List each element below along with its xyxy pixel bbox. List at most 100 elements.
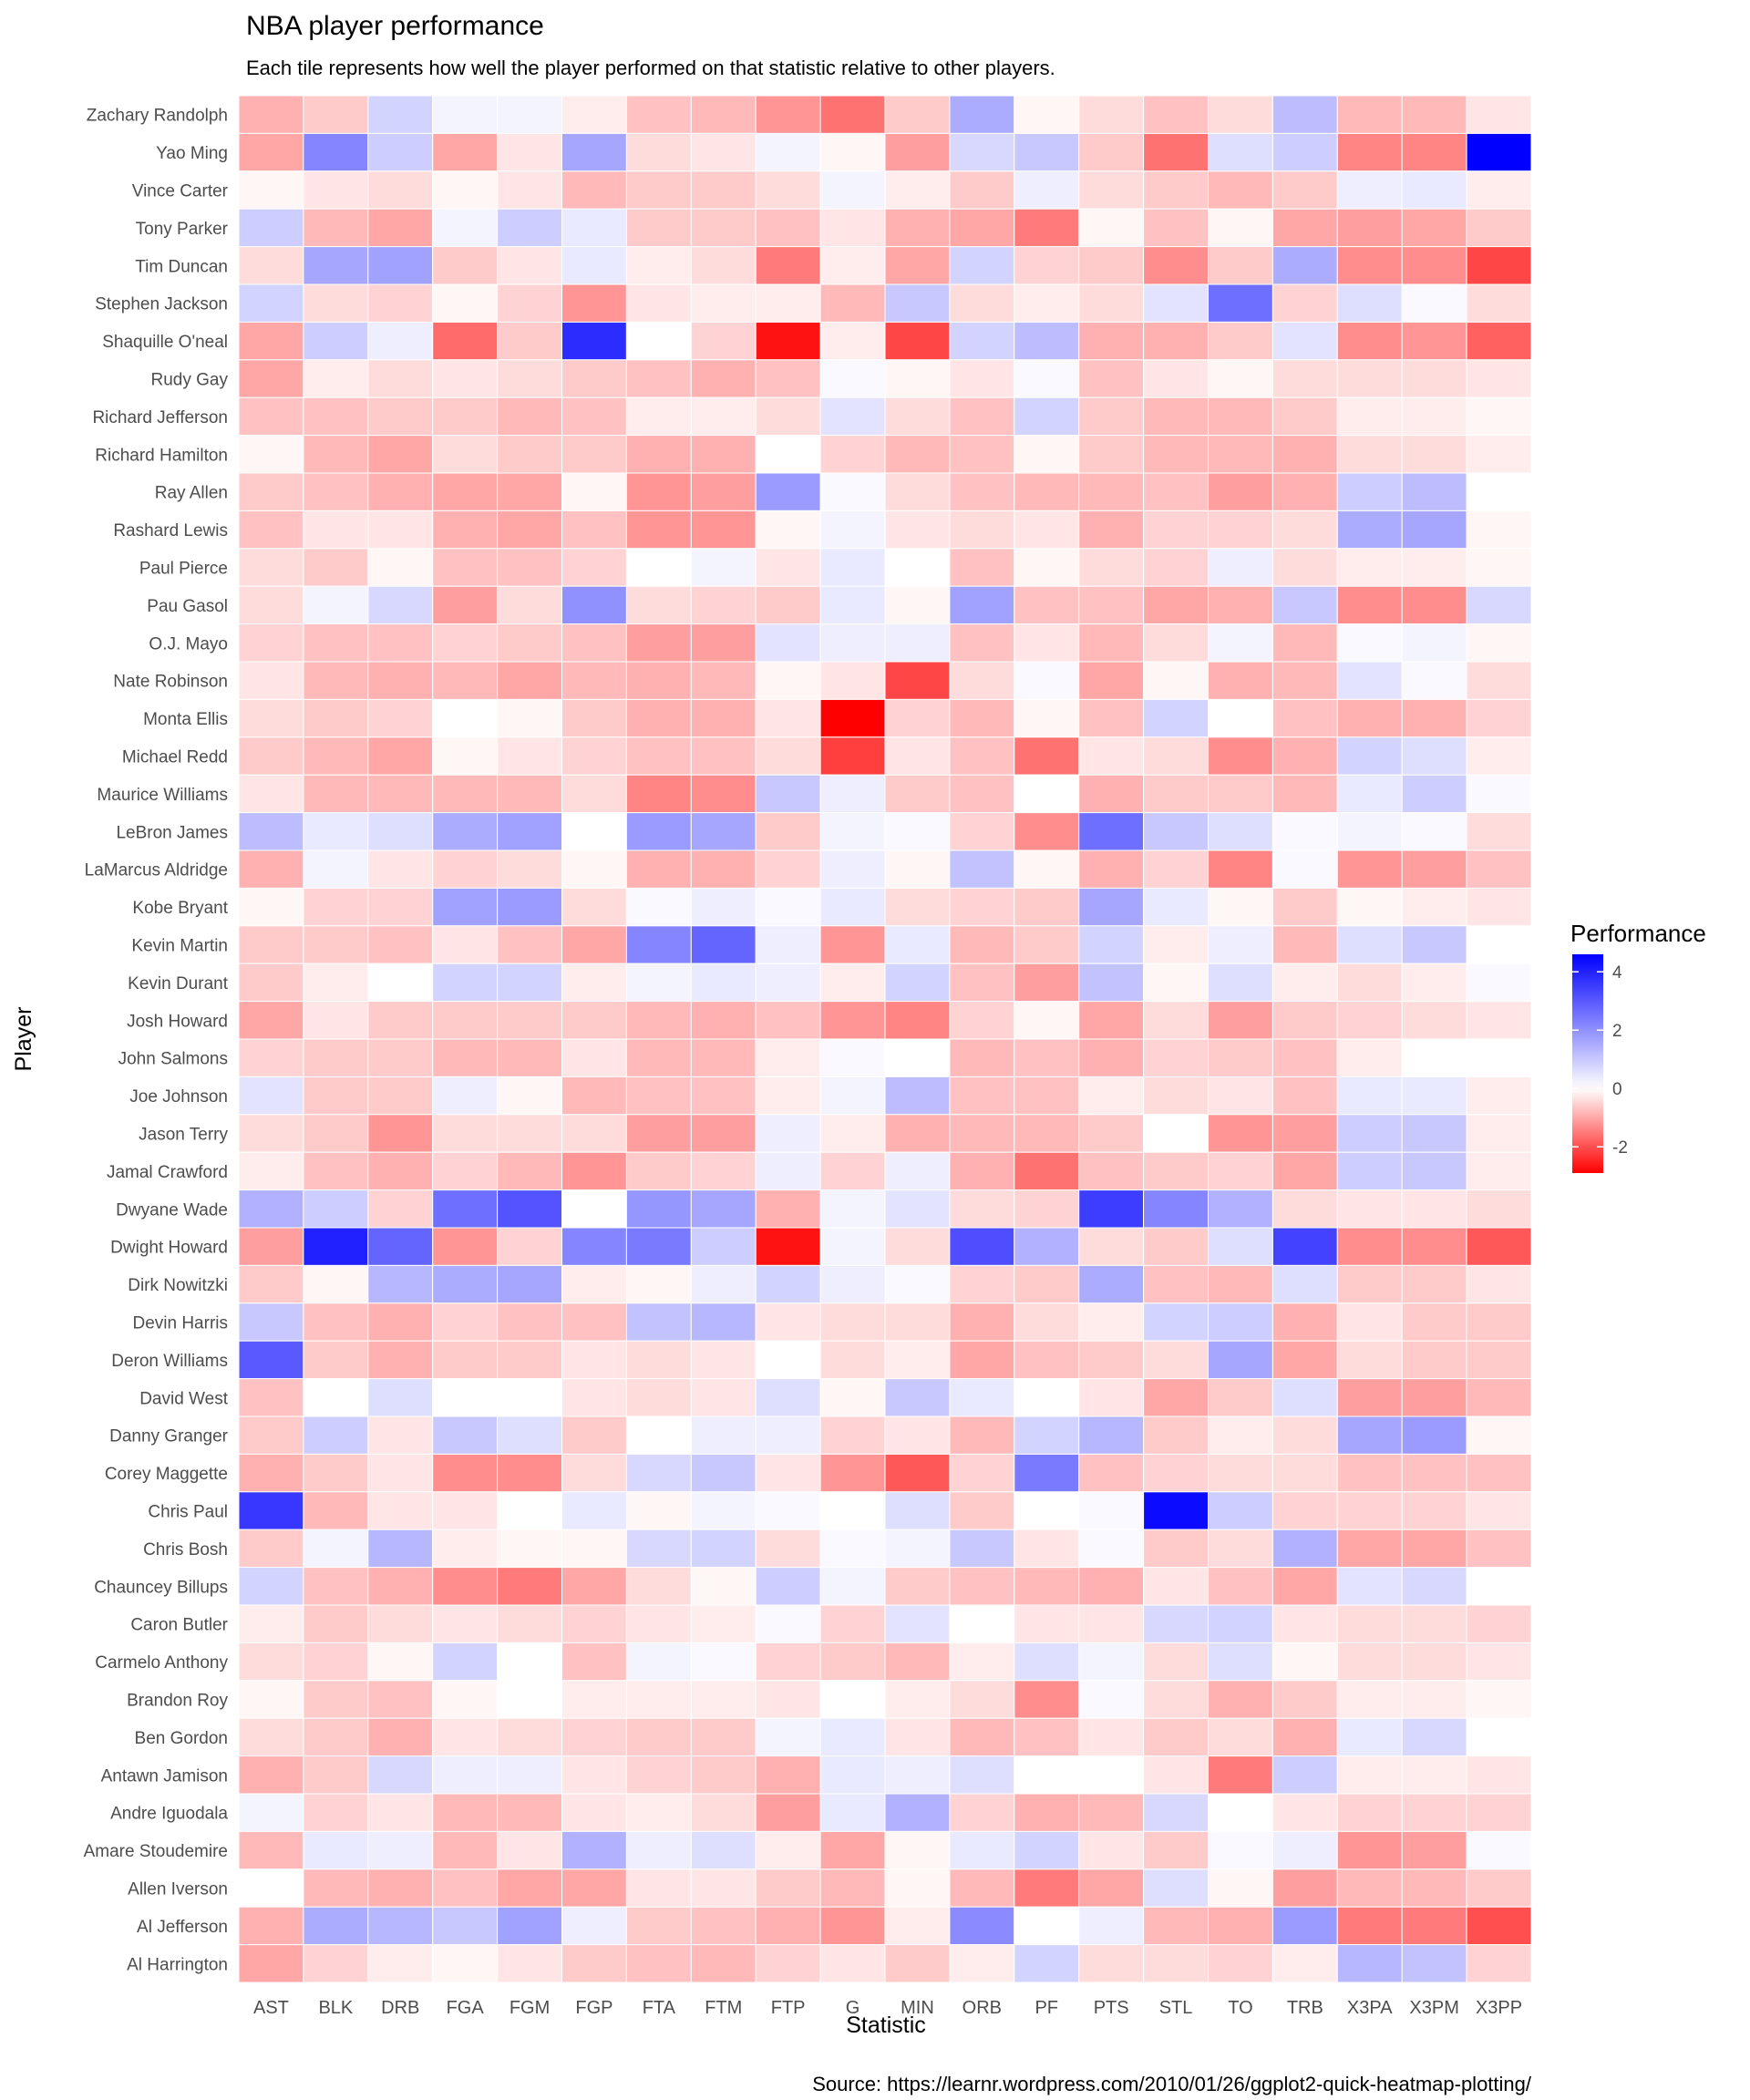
- heatmap-tile: [1401, 661, 1467, 700]
- heatmap-tile: [561, 585, 627, 625]
- heatmap-tile: [367, 1151, 434, 1191]
- heatmap-tile: [1208, 1755, 1273, 1795]
- heatmap-tile: [755, 283, 821, 323]
- heatmap-tile: [238, 1378, 304, 1417]
- heatmap-tile: [949, 170, 1015, 210]
- heatmap-tile: [1466, 1151, 1532, 1191]
- y-tick-label: Paul Pierce: [139, 560, 228, 579]
- heatmap-tile: [1014, 132, 1080, 172]
- heatmap-tile: [1466, 1642, 1532, 1682]
- heatmap-tile: [1271, 1944, 1338, 1983]
- heatmap-tile: [497, 1868, 562, 1908]
- heatmap-tile: [497, 1378, 562, 1417]
- heatmap-tile: [625, 1793, 692, 1832]
- heatmap-tile: [497, 95, 562, 134]
- heatmap-tile: [1401, 208, 1467, 248]
- heatmap-tile: [1014, 1868, 1080, 1908]
- heatmap-tile: [1271, 962, 1338, 1003]
- x-tick-label: FGP: [575, 1998, 612, 2018]
- heatmap-tile: [755, 1151, 821, 1191]
- heatmap-tile: [303, 1378, 369, 1417]
- y-tick-label: Carmelo Anthony: [95, 1653, 228, 1673]
- heatmap-tile: [1014, 1642, 1080, 1682]
- heatmap-tile: [367, 170, 434, 210]
- heatmap-tile: [367, 849, 434, 889]
- heatmap-tile: [755, 1340, 821, 1380]
- heatmap-tile: [1208, 1793, 1273, 1832]
- heatmap-tile: [1336, 1717, 1403, 1757]
- heatmap-tile: [819, 812, 886, 851]
- heatmap-tile: [303, 548, 369, 587]
- heatmap-tile: [1078, 1567, 1145, 1606]
- heatmap-tile: [497, 1453, 562, 1493]
- heatmap-tile: [1078, 1453, 1145, 1493]
- heatmap-tile: [949, 132, 1015, 172]
- heatmap-tile: [1208, 849, 1273, 889]
- heatmap-tile: [432, 925, 499, 964]
- heatmap-tile: [1143, 1868, 1209, 1908]
- heatmap-tile: [1078, 1264, 1145, 1304]
- heatmap-tile: [949, 925, 1015, 964]
- heatmap-tile: [367, 1906, 434, 1946]
- heatmap-tile: [1014, 396, 1080, 437]
- heatmap-tile: [819, 925, 886, 964]
- heatmap-tile: [1078, 246, 1145, 285]
- heatmap-tile: [238, 321, 304, 361]
- y-tick-label: LaMarcus Aldridge: [85, 861, 228, 880]
- heatmap-tile: [1208, 396, 1273, 437]
- heatmap-tile: [884, 661, 951, 700]
- heatmap-tile: [303, 208, 369, 248]
- heatmap-tile: [819, 132, 886, 172]
- heatmap-tile: [625, 1151, 692, 1191]
- heatmap-tile: [561, 1755, 627, 1795]
- heatmap-tile: [367, 396, 434, 437]
- heatmap-tile: [1271, 1415, 1338, 1455]
- heatmap-tile: [949, 283, 1015, 323]
- heatmap-tile: [432, 1529, 499, 1569]
- heatmap-tile: [884, 1830, 951, 1870]
- heatmap-tile: [1014, 1302, 1080, 1342]
- heatmap-tile: [1401, 925, 1467, 964]
- x-tick-label: PF: [1035, 1998, 1058, 2018]
- heatmap-tile: [1143, 1680, 1209, 1719]
- heatmap-tile: [949, 1001, 1015, 1040]
- heatmap-tile: [1014, 1415, 1080, 1455]
- heatmap-tile: [1466, 1567, 1532, 1606]
- heatmap-tile: [1208, 623, 1273, 663]
- heatmap-tile: [690, 1378, 757, 1417]
- heatmap-tile: [1336, 1906, 1403, 1946]
- y-tick-label: Jamal Crawford: [107, 1163, 228, 1182]
- heatmap-tile: [819, 359, 886, 398]
- heatmap-tile: [755, 396, 821, 437]
- heatmap-tile: [1014, 698, 1080, 738]
- heatmap-tile: [755, 246, 821, 285]
- heatmap-tile: [884, 359, 951, 398]
- heatmap-tile: [819, 1076, 886, 1116]
- heatmap-tile: [755, 548, 821, 587]
- heatmap-tile: [755, 510, 821, 550]
- heatmap-tile: [949, 472, 1015, 511]
- heatmap-tile: [755, 736, 821, 776]
- y-tick-label: Amare Stoudemire: [84, 1842, 228, 1861]
- x-tick-label: G: [846, 1998, 860, 2018]
- heatmap-tile: [561, 1378, 627, 1417]
- heatmap-tile: [303, 736, 369, 776]
- heatmap-tile: [1401, 1680, 1467, 1719]
- y-tick-label: Brandon Roy: [127, 1692, 228, 1711]
- heatmap-tile: [561, 548, 627, 587]
- heatmap-tile: [1401, 1491, 1467, 1530]
- heatmap-tile: [884, 472, 951, 511]
- heatmap-tile: [690, 95, 757, 134]
- heatmap-tile: [497, 208, 562, 248]
- heatmap-tile: [238, 1567, 304, 1606]
- heatmap-tile: [1401, 95, 1467, 134]
- heatmap-tile: [1014, 321, 1080, 361]
- heatmap-tile: [1208, 1642, 1273, 1682]
- heatmap-tile: [1336, 1868, 1403, 1908]
- heatmap-tile: [1208, 585, 1273, 625]
- heatmap-tile: [884, 548, 951, 587]
- heatmap-tile: [884, 736, 951, 776]
- y-axis-title: Player: [11, 1007, 36, 1072]
- heatmap-tile: [1336, 1114, 1403, 1153]
- heatmap-tile: [949, 1076, 1015, 1116]
